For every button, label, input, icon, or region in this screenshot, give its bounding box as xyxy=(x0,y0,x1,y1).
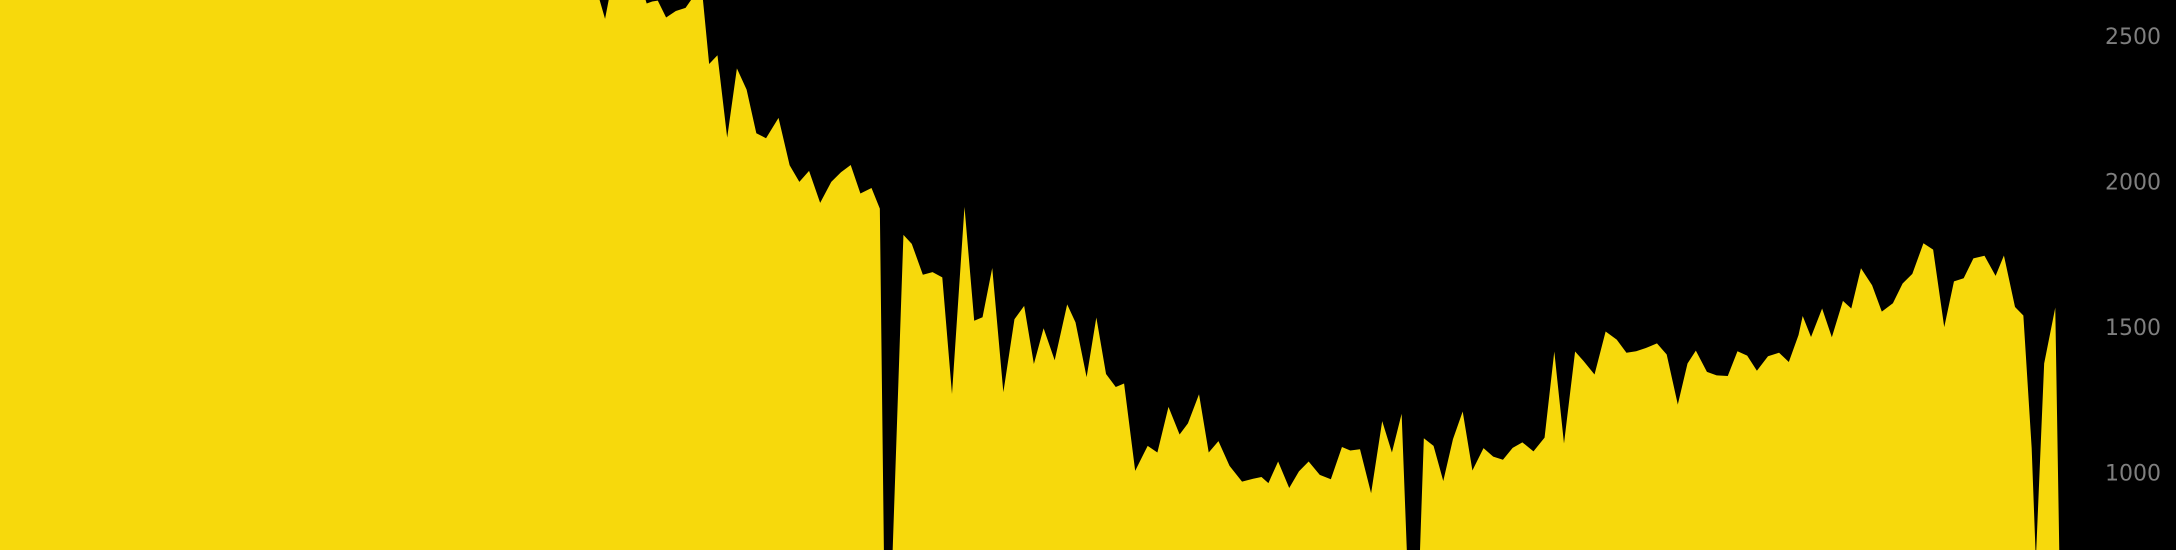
area-series-0 xyxy=(0,0,2060,550)
y-tick-label: 2000 xyxy=(2105,170,2161,195)
area-series-layer xyxy=(0,0,2060,550)
y-tick-label: 1500 xyxy=(2105,316,2161,341)
y-tick-label: 1000 xyxy=(2105,461,2161,486)
y-tick-label: 2500 xyxy=(2105,25,2161,50)
y-axis-ticks: 1000 1500 2000 2500 xyxy=(2105,25,2161,487)
